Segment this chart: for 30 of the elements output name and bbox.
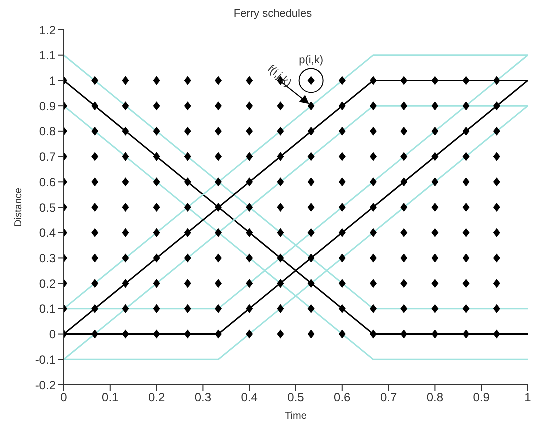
x-tick-label: 0.7 [380, 390, 398, 405]
y-tick-label: 0.7 [39, 150, 56, 164]
y-tick-label: 0.1 [39, 302, 56, 316]
y-tick-label: 0 [49, 328, 56, 342]
x-axis-title: Time [285, 411, 308, 422]
x-tick-label: 1 [524, 390, 532, 405]
y-tick-label: 0.2 [39, 276, 56, 291]
y-tick-label: 1 [49, 74, 56, 88]
y-tick-label: -0.1 [35, 352, 56, 367]
x-tick-label: 0.8 [426, 390, 444, 405]
y-tick-label: 0.6 [39, 175, 56, 190]
y-tick-label: 1.1 [39, 48, 56, 63]
y-tick-label: 0.3 [39, 251, 56, 266]
y-tick-label: 0.5 [39, 200, 56, 215]
chart-title: Ferry schedules [232, 8, 314, 22]
x-tick-label: 0.1 [102, 390, 120, 405]
x-tick-label: 0.2 [148, 390, 166, 405]
x-tick-label: 0.4 [241, 390, 258, 405]
x-tick-label: 0.5 [288, 390, 305, 405]
y-tick-label: 0.4 [39, 226, 56, 240]
x-tick-label: 0.9 [473, 390, 490, 405]
y-tick-label: 0.8 [39, 124, 56, 139]
y-tick-label: -0.2 [35, 378, 56, 392]
y-tick-label: 1.2 [39, 23, 56, 38]
x-tick-label: 0.3 [194, 390, 212, 405]
y-axis-title: Distance [14, 188, 25, 227]
x-tick-label: 0.6 [334, 390, 352, 405]
y-tick-label: 0.9 [39, 99, 56, 114]
annotation: p(i,k) [299, 54, 324, 67]
x-tick-label: 0 [60, 390, 68, 405]
